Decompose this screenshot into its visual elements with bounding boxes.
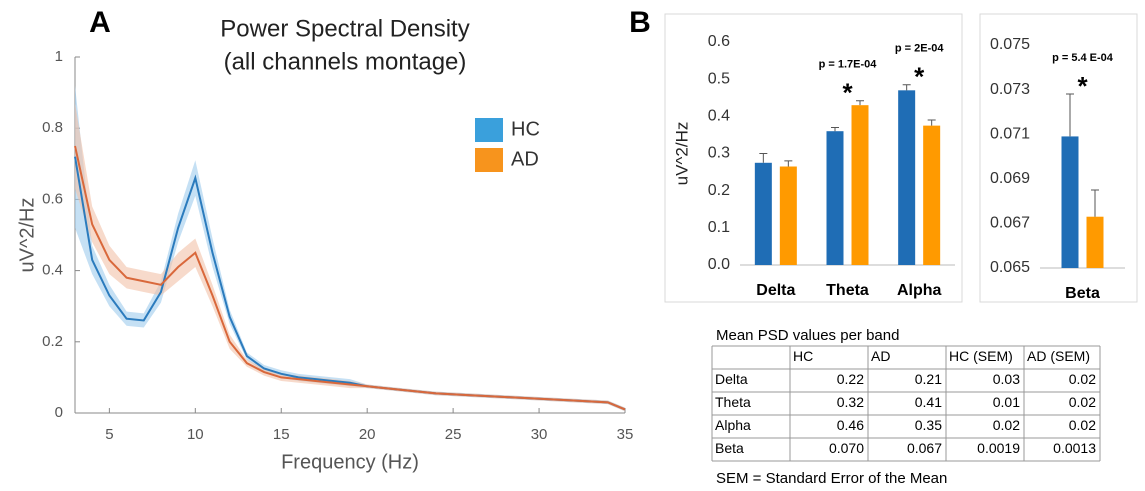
y-tick-label: 0 <box>55 404 63 421</box>
y-tick-label: 0.067 <box>990 215 1030 232</box>
table-row-label: Delta <box>715 371 748 387</box>
table-row-label: Beta <box>715 440 744 456</box>
y-tick-label: 0.075 <box>990 36 1030 53</box>
legend-swatch <box>475 118 503 142</box>
x-tick-label: 25 <box>445 426 462 443</box>
bar <box>1061 136 1079 268</box>
table-cell: 0.22 <box>837 371 864 387</box>
table-header: AD <box>871 348 890 364</box>
y-axis-label: uV^2/Hz <box>16 198 38 273</box>
table-cell: 0.21 <box>915 371 942 387</box>
x-axis-label: Frequency (Hz) <box>281 451 419 473</box>
p-value: p = 2E-04 <box>895 43 944 55</box>
x-tick-label: Alpha <box>897 282 942 299</box>
y-tick-label: 1 <box>55 48 63 65</box>
table-note: SEM = Standard Error of the Mean <box>716 470 947 487</box>
panel-label: A <box>89 6 111 39</box>
panel-label: B <box>629 6 651 39</box>
error-bar <box>784 160 793 167</box>
table-cell: 0.46 <box>837 417 864 433</box>
p-value: p = 1.7E-04 <box>819 59 878 71</box>
y-tick-label: 0.2 <box>708 182 730 199</box>
bar <box>923 125 941 265</box>
p-value: p = 5.4 E-04 <box>1052 52 1114 64</box>
error-bar <box>856 100 864 106</box>
error-bar <box>927 119 936 126</box>
bar <box>898 90 916 265</box>
error-band <box>75 85 625 412</box>
table-row-label: Theta <box>715 394 751 410</box>
table-cell: 0.02 <box>1069 371 1096 387</box>
y-tick-label: 0.8 <box>42 119 63 136</box>
y-tick-label: 0.6 <box>42 190 63 207</box>
table-cell: 0.0019 <box>977 440 1020 456</box>
table-cell: 0.02 <box>993 417 1020 433</box>
table-cell: 0.02 <box>1069 417 1096 433</box>
table-cell: 0.067 <box>907 440 942 456</box>
x-tick-label: Delta <box>756 282 795 299</box>
bar <box>779 166 797 265</box>
y-tick-label: 0.071 <box>990 125 1030 142</box>
y-tick-label: 0.069 <box>990 170 1030 187</box>
y-tick-label: 0.3 <box>708 145 730 162</box>
y-tick-label: 0.4 <box>708 108 730 125</box>
x-tick-label: 5 <box>105 426 113 443</box>
y-tick-label: 0.5 <box>708 70 730 87</box>
y-tick-label: 0.073 <box>990 81 1030 98</box>
table-cell: 0.02 <box>1069 394 1096 410</box>
table-cell: 0.03 <box>993 371 1020 387</box>
x-tick-label: 20 <box>359 426 376 443</box>
x-tick-label: 15 <box>273 426 290 443</box>
x-tick-label: Theta <box>826 282 869 299</box>
table-row-label: Alpha <box>715 417 751 433</box>
table-header: HC (SEM) <box>949 348 1013 364</box>
error-bar <box>831 126 839 132</box>
table-cell: 0.35 <box>915 417 942 433</box>
significance-marker: * <box>914 62 925 92</box>
x-tick-label: Beta <box>1065 285 1100 302</box>
bar <box>1086 216 1104 268</box>
line <box>74 145 626 411</box>
table-cell: 0.41 <box>915 394 942 410</box>
table-title: Mean PSD values per band <box>716 327 899 344</box>
bar <box>754 162 772 265</box>
y-tick-label: 0.065 <box>990 259 1030 276</box>
y-tick-label: 0.1 <box>708 219 730 236</box>
bar <box>826 131 844 265</box>
table-cell: 0.01 <box>993 394 1020 410</box>
error-bar <box>1066 93 1074 137</box>
y-tick-label: 0.2 <box>42 333 63 350</box>
significance-marker: * <box>842 78 853 108</box>
table-header: AD (SEM) <box>1027 348 1090 364</box>
y-tick-label: 0.0 <box>708 256 730 273</box>
y-axis-label: uV^2/Hz <box>672 122 691 186</box>
error-bar <box>1091 189 1099 217</box>
error-bar <box>902 84 911 91</box>
y-tick-label: 0.6 <box>708 33 730 50</box>
error-bar <box>759 153 768 163</box>
x-tick-label: 35 <box>617 426 634 443</box>
error-band <box>75 103 625 412</box>
bar <box>851 105 869 265</box>
table-cell: 0.070 <box>829 440 864 456</box>
legend-label: AD <box>511 148 539 170</box>
chart-title: Power Spectral Density <box>220 15 469 42</box>
x-tick-label: 30 <box>531 426 548 443</box>
table-header: HC <box>793 348 813 364</box>
chart-subtitle: (all channels montage) <box>224 48 467 75</box>
table-cell: 0.0013 <box>1053 440 1096 456</box>
panel-frame <box>664 13 963 303</box>
legend-swatch <box>475 148 503 172</box>
panel-frame <box>979 13 1138 303</box>
significance-marker: * <box>1077 71 1088 101</box>
legend-label: HC <box>511 118 540 140</box>
table-cell: 0.32 <box>837 394 864 410</box>
x-tick-label: 10 <box>187 426 204 443</box>
y-tick-label: 0.4 <box>42 262 63 279</box>
